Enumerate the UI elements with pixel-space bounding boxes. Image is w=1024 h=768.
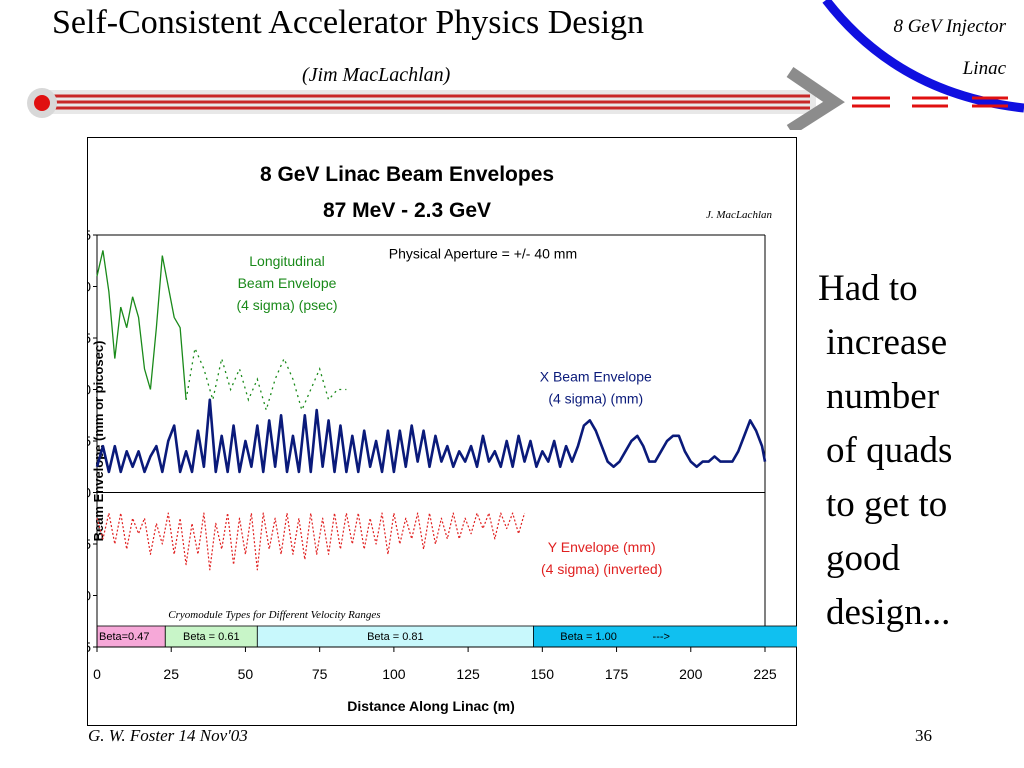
aperture-note: Physical Aperture = +/- 40 mm <box>389 246 577 262</box>
footer-author-date: G. W. Foster 14 Nov'03 <box>88 726 248 745</box>
side-note-line: increase <box>826 322 948 363</box>
x-tick-label: 75 <box>312 666 328 682</box>
x-tick-label: 25 <box>163 666 179 682</box>
y-tick-label: -5 <box>87 536 91 552</box>
cryomodule-arrow: ---> <box>653 631 670 643</box>
slide-subtitle: (Jim MacLachlan) <box>302 64 451 86</box>
side-note: Had to increase number of quads to get t… <box>818 262 952 640</box>
x-tick-label: 0 <box>93 666 101 682</box>
side-note-line: to get to <box>826 484 948 525</box>
x-tick-label: 100 <box>382 666 406 682</box>
x-axis-label: Distance Along Linac (m) <box>347 698 515 714</box>
beam-envelope-chart: 8 GeV Linac Beam Envelopes 87 MeV - 2.3 G… <box>87 163 797 714</box>
side-note-line: Had to <box>818 268 918 309</box>
page-number: 36 <box>915 726 932 745</box>
y-tick-label: 15 <box>87 330 91 346</box>
side-note-line: number <box>826 376 940 417</box>
series-label: Y Envelope (mm) <box>548 539 656 555</box>
chart-title: 8 GeV Linac Beam Envelopes <box>260 163 554 186</box>
corner-label-line2: Linac <box>962 58 1006 79</box>
series-label: Longitudinal <box>249 253 325 269</box>
cryomodule-title: Cryomodule Types for Different Velocity … <box>168 609 380 621</box>
chart-subtitle: 87 MeV - 2.3 GeV <box>323 199 491 222</box>
corner-label-line1: 8 GeV Injector <box>893 16 1006 37</box>
x-tick-label: 225 <box>753 666 777 682</box>
x-tick-label: 150 <box>531 666 555 682</box>
cryomodule-label: Beta=0.47 <box>99 631 149 643</box>
series-label: (4 sigma) (mm) <box>548 390 643 406</box>
corner-arc <box>822 0 1024 113</box>
series-label: X Beam Envelope <box>540 368 652 384</box>
series-line-y-envelope <box>96 512 526 571</box>
series-line-x-envelope <box>95 398 767 474</box>
x-tick-label: 175 <box>605 666 629 682</box>
x-tick-label: 200 <box>679 666 703 682</box>
side-note-line: of quads <box>826 430 953 471</box>
side-note-line: design... <box>826 592 951 633</box>
cryomodule-label: Beta = 0.61 <box>183 631 240 643</box>
x-tick-label: 50 <box>238 666 254 682</box>
y-tick-label: 10 <box>87 382 91 398</box>
cryomodule-label: Beta = 1.00 <box>560 631 617 643</box>
y-tick-label: 20 <box>87 279 91 295</box>
header-arrow-icon <box>786 67 845 130</box>
y-tick-label: 0 <box>87 485 91 501</box>
header-decoration <box>27 0 1024 130</box>
cryomodule-label: Beta = 0.81 <box>367 631 424 643</box>
y-tick-label: 25 <box>87 227 91 243</box>
series-label: Beam Envelope <box>238 275 337 291</box>
side-note-line: good <box>826 538 900 579</box>
series-line-longitudinal <box>185 346 347 413</box>
series-label: (4 sigma) (psec) <box>236 297 337 313</box>
series-line-longitudinal <box>96 250 187 400</box>
y-axis-label: Beam Envelope (mm or picosec) <box>91 341 106 542</box>
series-label: (4 sigma) (inverted) <box>541 561 662 577</box>
header-dashes <box>852 96 1008 108</box>
y-tick-label: -10 <box>87 588 91 604</box>
y-tick-label: -15 <box>87 639 91 655</box>
y-tick-label: 5 <box>87 433 91 449</box>
slide-title: Self-Consistent Accelerator Physics Desi… <box>52 4 645 41</box>
x-tick-label: 125 <box>456 666 480 682</box>
chart-credit: J. MacLachlan <box>706 209 772 221</box>
